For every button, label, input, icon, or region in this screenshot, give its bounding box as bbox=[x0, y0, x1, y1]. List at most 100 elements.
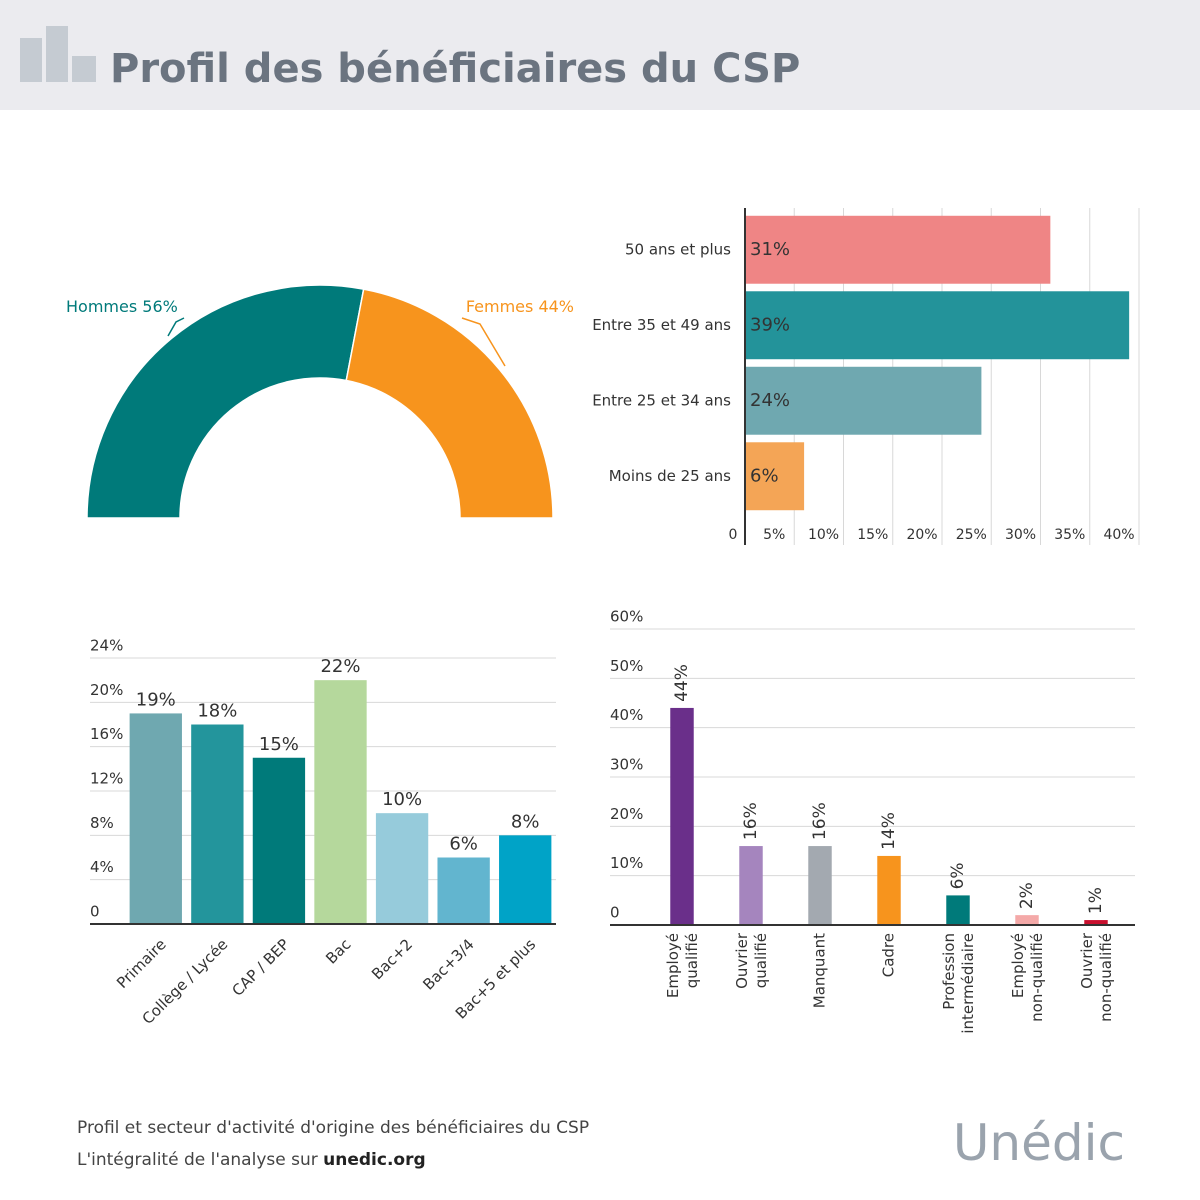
footer-text: Profil et secteur d'activité d'origine d… bbox=[77, 1118, 589, 1138]
category-label: Entre 35 et 49 ans bbox=[592, 316, 731, 334]
x-tick-label: 5% bbox=[763, 527, 785, 543]
value-label: 2% bbox=[1017, 882, 1037, 909]
donut-segment bbox=[345, 288, 554, 519]
y-tick-label: 60% bbox=[610, 608, 643, 626]
value-label: 6% bbox=[750, 465, 779, 486]
bar bbox=[1015, 915, 1039, 925]
y-tick-label: 4% bbox=[90, 858, 114, 876]
x-tick-line: Ouvrier bbox=[1078, 932, 1096, 989]
footer-text: L'intégralité de l'analyse sur unedic.or… bbox=[77, 1150, 426, 1170]
x-tick-label: CAP / BEP bbox=[228, 935, 292, 999]
x-tick-label: Ouvriernon-qualifié bbox=[1078, 932, 1115, 1022]
x-tick-line: Profession bbox=[940, 933, 958, 1010]
x-tick-line: non-qualifié bbox=[1097, 933, 1115, 1022]
y-tick-label: 20% bbox=[610, 805, 643, 823]
x-tick-label: Bac+2 bbox=[368, 935, 416, 983]
header-band bbox=[0, 0, 1200, 110]
bar bbox=[745, 442, 805, 511]
x-tick-label: Bac+3/4 bbox=[419, 935, 477, 993]
bar bbox=[877, 855, 901, 925]
category-label: Femmes bbox=[466, 297, 534, 316]
bar bbox=[129, 713, 182, 924]
x-tick-label: Employénon-qualifié bbox=[1009, 933, 1046, 1022]
value-label: 24% bbox=[750, 390, 790, 411]
header-icon bbox=[20, 26, 96, 82]
y-tick-label: 50% bbox=[610, 657, 643, 675]
value-label: 15% bbox=[259, 734, 299, 755]
x-tick-label: 0 bbox=[729, 527, 738, 543]
x-tick-label: 20% bbox=[906, 527, 937, 543]
y-tick-label: 24% bbox=[90, 637, 123, 655]
x-tick-label: Bac bbox=[322, 935, 354, 967]
category-label: 50 ans et plus bbox=[625, 240, 731, 258]
leader-line bbox=[461, 317, 506, 367]
category-label: Hommes bbox=[66, 297, 137, 316]
value-label: 19% bbox=[136, 689, 176, 710]
value-label: 22% bbox=[320, 656, 360, 677]
x-tick-line: qualifié bbox=[752, 933, 770, 988]
donut-segment bbox=[86, 284, 365, 519]
x-tick-label: 35% bbox=[1054, 527, 1085, 543]
x-tick-label: Primaire bbox=[113, 935, 170, 992]
value-label: 44% bbox=[672, 664, 692, 702]
bar bbox=[745, 291, 1130, 360]
bar bbox=[375, 813, 429, 924]
value-label: 6% bbox=[948, 862, 968, 889]
page-title: Profil des bénéficiaires du CSP bbox=[110, 46, 800, 92]
x-tick-label: Professionintermédiaire bbox=[940, 933, 977, 1034]
y-tick-label: 30% bbox=[610, 756, 643, 774]
x-tick-label: Manquant bbox=[811, 933, 829, 1008]
bar bbox=[191, 724, 244, 924]
x-tick-line: non-qualifié bbox=[1028, 933, 1046, 1022]
y-tick-label: 40% bbox=[610, 706, 643, 724]
category-label: Moins de 25 ans bbox=[609, 467, 731, 485]
value-label: 1% bbox=[1086, 887, 1106, 914]
value-label: 8% bbox=[511, 811, 540, 832]
value-label: 10% bbox=[382, 789, 422, 810]
value-label: 16% bbox=[741, 802, 761, 840]
value-label: 39% bbox=[750, 314, 790, 335]
x-tick-line: Employé bbox=[664, 933, 682, 998]
x-tick-label: 15% bbox=[857, 527, 888, 543]
bar bbox=[314, 680, 367, 924]
bar bbox=[499, 835, 552, 924]
bar bbox=[745, 215, 1051, 284]
x-tick-label: 25% bbox=[956, 527, 987, 543]
value-label: 18% bbox=[197, 701, 237, 722]
segment-label: Femmes 44% bbox=[466, 297, 574, 316]
y-tick-label: 16% bbox=[90, 725, 123, 743]
x-tick-label: Employéqualifié bbox=[664, 933, 701, 998]
value-label: 6% bbox=[449, 834, 478, 855]
footer-link[interactable]: unedic.org bbox=[323, 1150, 426, 1170]
y-tick-label: 0 bbox=[610, 904, 620, 922]
value-label: 56% bbox=[142, 297, 178, 316]
x-tick-line: intermédiaire bbox=[959, 933, 977, 1034]
x-tick-label: Cadre bbox=[880, 933, 898, 977]
bar bbox=[670, 707, 694, 925]
y-tick-label: 12% bbox=[90, 770, 123, 788]
leader-line bbox=[167, 317, 185, 337]
bar bbox=[946, 895, 970, 925]
x-tick-label: 10% bbox=[808, 527, 839, 543]
bar bbox=[437, 857, 490, 924]
x-tick-label: Ouvrierqualifié bbox=[733, 932, 770, 989]
y-tick-label: 10% bbox=[610, 854, 643, 872]
bar bbox=[252, 757, 306, 924]
x-tick-label: 30% bbox=[1005, 527, 1036, 543]
category-label: Entre 25 et 34 ans bbox=[592, 391, 731, 409]
logo: Unédic bbox=[953, 1114, 1125, 1172]
segment-label: Hommes 56% bbox=[66, 297, 178, 316]
footer-text: L'intégralité de l'analyse sur bbox=[77, 1150, 318, 1170]
bar bbox=[739, 846, 763, 925]
value-label: 31% bbox=[750, 239, 790, 260]
bar bbox=[745, 366, 982, 435]
bar bbox=[1084, 920, 1108, 925]
value-label: 16% bbox=[810, 802, 830, 840]
value-label: 14% bbox=[879, 812, 899, 850]
x-tick-line: qualifié bbox=[683, 933, 701, 988]
y-tick-label: 8% bbox=[90, 814, 114, 832]
y-tick-label: 0 bbox=[90, 903, 100, 921]
bar bbox=[808, 846, 832, 925]
value-label: 44% bbox=[538, 297, 574, 316]
